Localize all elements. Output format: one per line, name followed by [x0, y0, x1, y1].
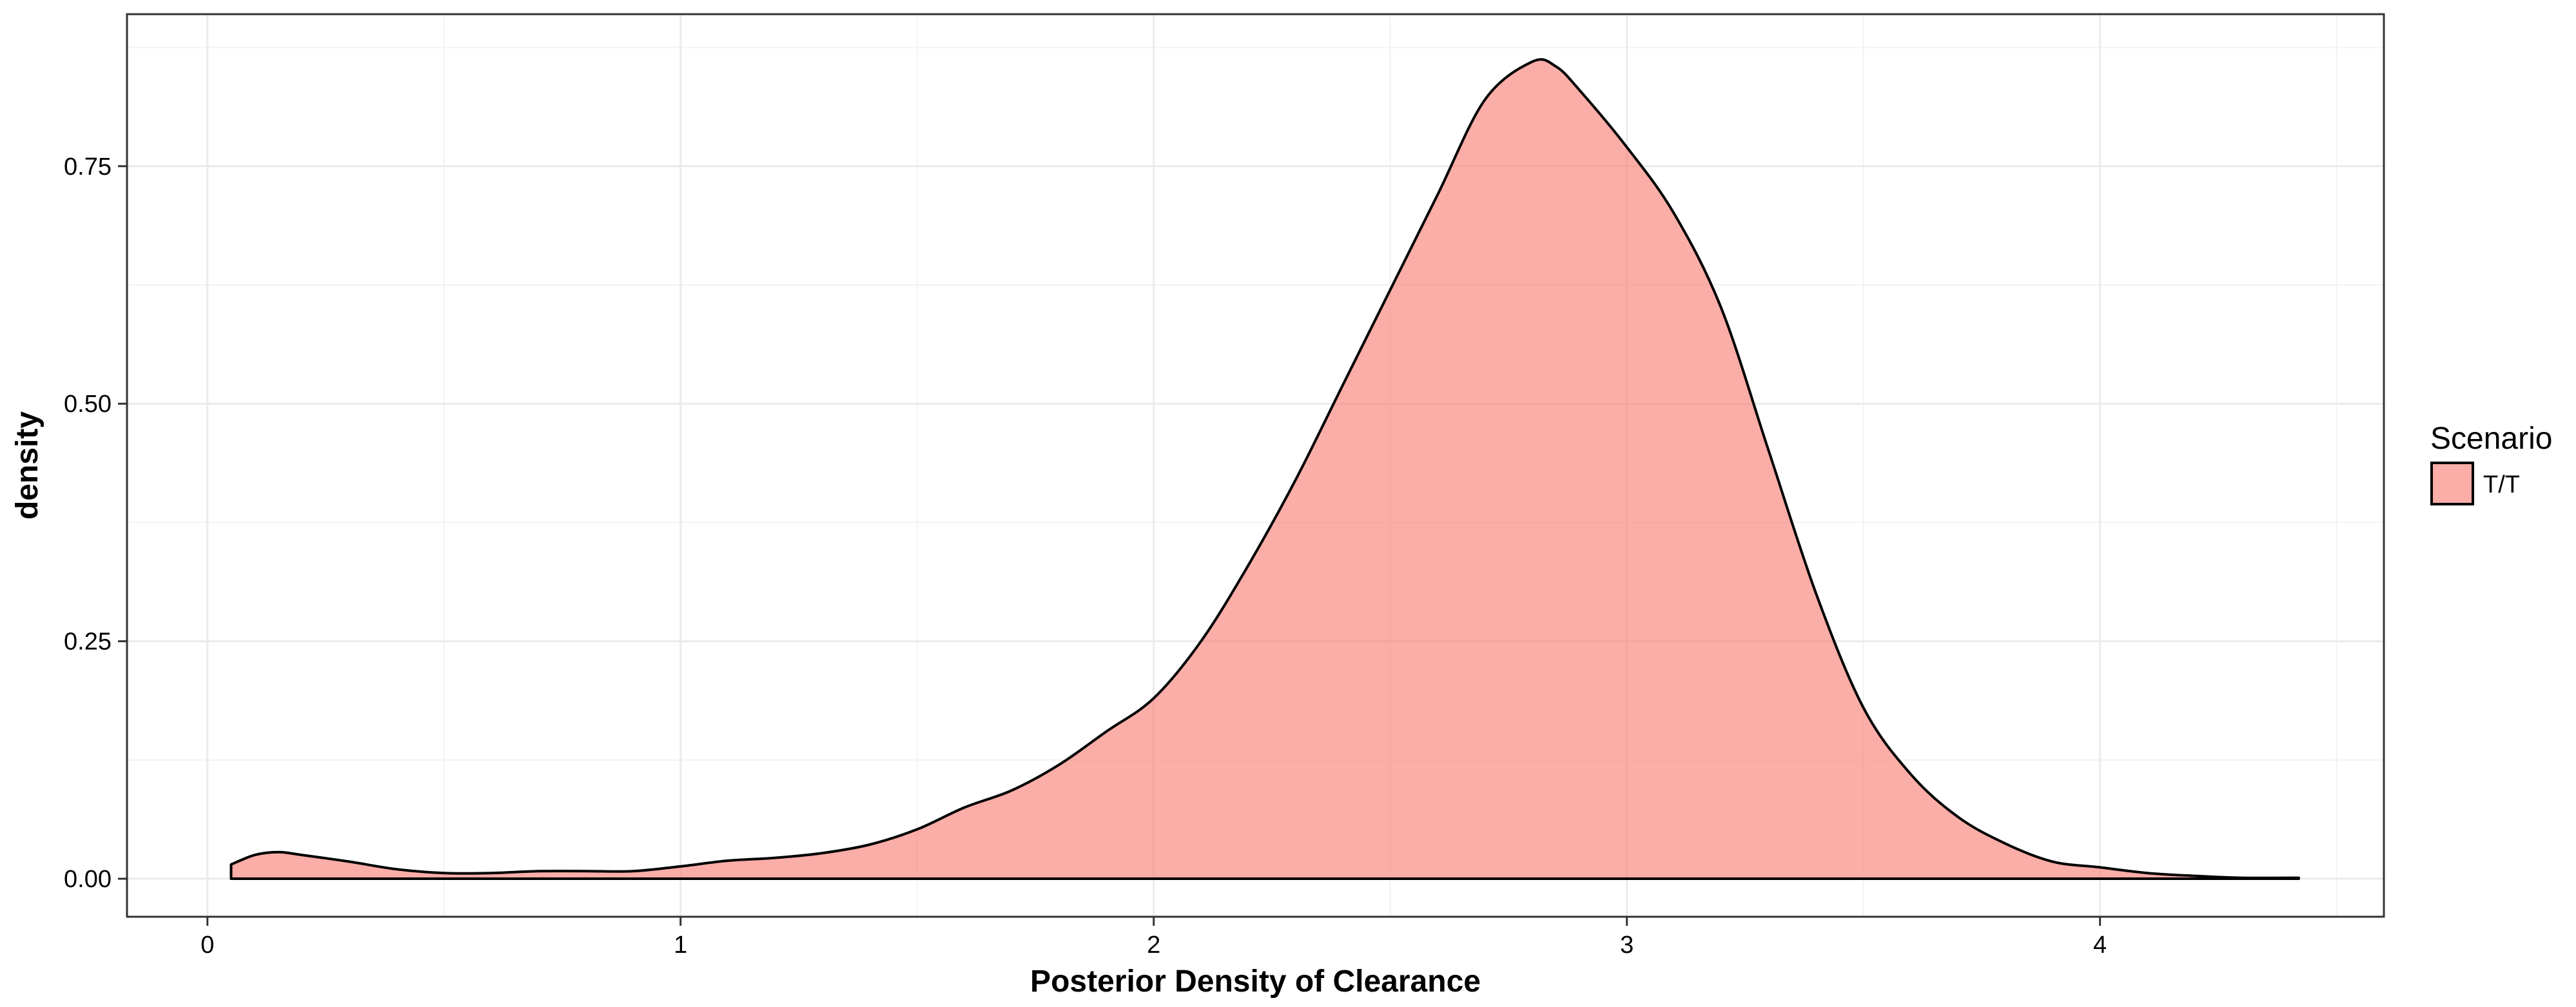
legend-label-tt: T/T — [2483, 471, 2520, 498]
y-tick-label: 0.00 — [64, 866, 112, 893]
y-axis: 0.00 0.25 0.50 0.75 — [64, 153, 127, 893]
density-area-tt — [229, 58, 2300, 881]
legend-entries: T/T — [2430, 462, 2520, 505]
legend-key-tt — [2430, 462, 2474, 505]
x-axis-title: Posterior Density of Clearance — [1030, 964, 1481, 999]
x-axis: 0 1 2 3 4 — [200, 917, 2107, 959]
x-tick-label: 0 — [200, 932, 214, 959]
y-axis-title: density — [10, 411, 44, 520]
plot-panel-border — [126, 13, 2385, 918]
x-tick-label: 3 — [1620, 932, 1634, 959]
x-tick-label: 2 — [1147, 932, 1160, 959]
x-tick-label: 1 — [674, 932, 687, 959]
y-tick-label: 0.25 — [64, 629, 112, 656]
legend: Scenario T/T — [2430, 422, 2552, 505]
legend-title: Scenario — [2430, 422, 2552, 456]
series-layer — [229, 58, 2300, 881]
y-tick-label: 0.75 — [64, 153, 112, 181]
x-tick-label: 4 — [2093, 932, 2107, 959]
y-tick-label: 0.50 — [64, 391, 112, 418]
